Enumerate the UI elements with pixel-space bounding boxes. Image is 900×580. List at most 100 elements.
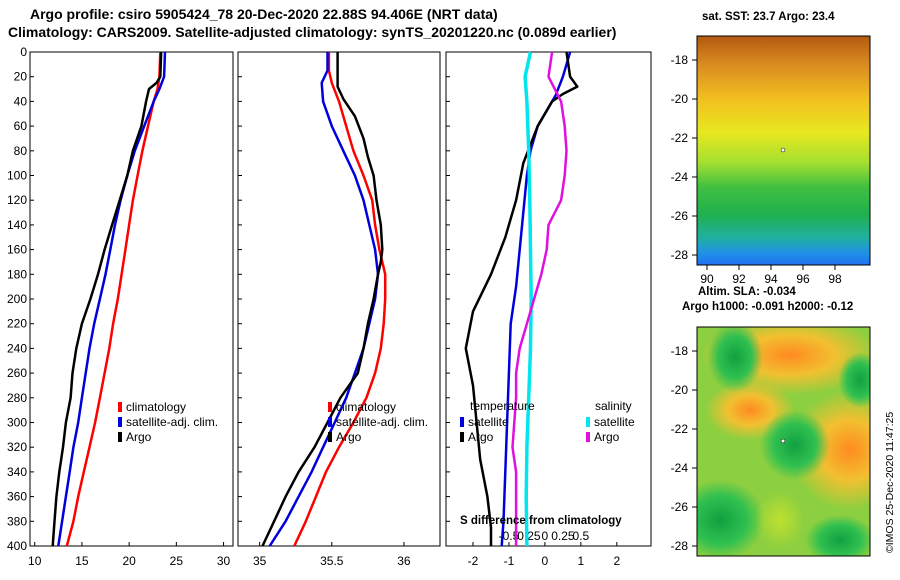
legend-label-argo-t: Argo <box>468 430 494 444</box>
depth-tick-label: 280 <box>7 391 27 405</box>
map-lat-label: -20 <box>671 92 689 106</box>
map-lat-label: -18 <box>671 53 689 67</box>
series-line-argo <box>261 52 384 547</box>
map-lon-label: 92 <box>732 272 746 286</box>
map-lon-label: 90 <box>700 272 714 286</box>
map-lon-label: 94 <box>764 272 778 286</box>
x-tick-label: 2 <box>613 554 620 568</box>
legend-label-argo: Argo <box>336 430 362 444</box>
sst-map-title: sat. SST: 23.7 Argo: 23.4 <box>702 11 835 23</box>
depth-tick-label: 100 <box>7 169 27 183</box>
map-lat-label: -18 <box>671 344 689 358</box>
map-lat-label: -24 <box>671 461 689 475</box>
s-diff-tick-label: 0 <box>542 529 549 543</box>
difference-legend: temperature satellite Argo salinity sate… <box>460 399 635 527</box>
legend-title-salinity: salinity <box>595 399 632 413</box>
x-tick-label: 35.5 <box>320 554 344 568</box>
depth-tick-label: 260 <box>7 366 27 380</box>
salinity-legend: climatology satellite-adj. clim. Argo <box>328 400 428 444</box>
series-line-argo-s <box>511 51 568 546</box>
depth-tick-label: 140 <box>7 218 27 232</box>
argo-position-marker-sst <box>780 147 786 153</box>
legend-label-climatology: climatology <box>336 400 396 414</box>
x-tick-label: 25 <box>170 554 184 568</box>
legend-swatch-satellite <box>118 417 122 427</box>
depth-tick-label: 320 <box>7 440 27 454</box>
legend-swatch-satellite-t <box>460 417 464 427</box>
legend-label-argo: Argo <box>126 430 152 444</box>
depth-tick-label: 240 <box>7 341 27 355</box>
series-line-satellite-adj-clim <box>57 51 167 547</box>
sst-map-frame <box>696 35 871 266</box>
x-tick-label: 0 <box>542 554 549 568</box>
map-lat-label: -28 <box>671 248 689 262</box>
map-lon-label: 96 <box>796 272 810 286</box>
s-diff-tick-label: 0.5 <box>573 529 590 543</box>
map-lat-label: -20 <box>671 383 689 397</box>
legend-label-satellite: satellite-adj. clim. <box>336 415 428 429</box>
series-line-satellite-t <box>500 51 572 547</box>
depth-tick-label: 400 <box>7 539 27 553</box>
series-line-satellite-s <box>523 51 533 547</box>
legend-label-satellite-s: satellite <box>594 415 635 429</box>
sla-map-frame <box>696 326 871 557</box>
depth-tick-label: 80 <box>14 144 28 158</box>
s-diff-tick-label: 0.25 <box>551 529 575 543</box>
sla-map-image <box>697 327 870 556</box>
depth-tick-label: 360 <box>7 490 27 504</box>
argo-position-marker-sla <box>780 438 786 444</box>
depth-tick-label: 60 <box>14 119 28 133</box>
x-tick-label: 30 <box>217 554 231 568</box>
depth-tick-label: 220 <box>7 317 27 331</box>
temperature-legend: climatology satellite-adj. clim. Argo <box>118 400 218 444</box>
depth-tick-label: 300 <box>7 416 27 430</box>
series-line-climatology <box>65 51 162 547</box>
series-line-satellite-adj-clim <box>268 52 380 547</box>
legend-swatch-satellite-s <box>586 417 590 427</box>
depth-tick-label: 380 <box>7 514 27 528</box>
depth-tick-label: 120 <box>7 193 27 207</box>
map-lat-label: -24 <box>671 170 689 184</box>
x-tick-label: 10 <box>28 554 42 568</box>
legend-swatch-argo <box>328 432 332 442</box>
x-tick-label: 35 <box>253 554 267 568</box>
legend-swatch-satellite <box>328 417 332 427</box>
depth-tick-label: 20 <box>14 70 28 84</box>
map-lat-label: -28 <box>671 539 689 553</box>
map-lon-label: 98 <box>828 272 842 286</box>
depth-tick-label: 160 <box>7 243 27 257</box>
legend-label-satellite-t: satellite <box>468 415 509 429</box>
sla-map-title-2: Argo h1000: -0.091 h2000: -0.12 <box>682 301 854 313</box>
x-tick-label: 20 <box>122 554 136 568</box>
x-tick-label: -2 <box>468 554 479 568</box>
depth-tick-label: 200 <box>7 292 27 306</box>
difference-panel-frame <box>445 51 652 547</box>
sla-map-title-1: Altim. SLA: -0.034 <box>698 286 796 298</box>
map-lat-label: -26 <box>671 500 689 514</box>
legend-label-climatology: climatology <box>126 400 186 414</box>
depth-tick-label: 0 <box>20 45 27 59</box>
x-tick-label: -1 <box>504 554 515 568</box>
s-difference-label: S difference from climatology <box>460 515 622 527</box>
imos-timestamp: ©IMOS 25-Dec-2020 11:47:25 <box>884 411 896 553</box>
map-lat-label: -26 <box>671 209 689 223</box>
depth-tick-label: 180 <box>7 267 27 281</box>
legend-label-satellite: satellite-adj. clim. <box>126 415 218 429</box>
legend-swatch-argo-t <box>460 432 464 442</box>
depth-tick-label: 40 <box>14 94 28 108</box>
legend-label-argo-s: Argo <box>594 430 620 444</box>
legend-swatch-climatology <box>328 402 332 412</box>
series-line-argo <box>51 51 163 547</box>
legend-swatch-argo <box>118 432 122 442</box>
legend-swatch-climatology <box>118 402 122 412</box>
legend-swatch-argo-s <box>586 432 590 442</box>
x-tick-label: 36 <box>397 554 411 568</box>
title-line-2: Climatology: CARS2009. Satellite-adjuste… <box>8 24 617 40</box>
title-line-1: Argo profile: csiro 5905424_78 20-Dec-20… <box>30 6 498 22</box>
series-line-argo-t <box>464 51 579 546</box>
map-lat-label: -22 <box>671 131 689 145</box>
series-line-climatology <box>293 52 387 547</box>
depth-tick-label: 340 <box>7 465 27 479</box>
legend-title-temperature: temperature <box>470 399 535 413</box>
